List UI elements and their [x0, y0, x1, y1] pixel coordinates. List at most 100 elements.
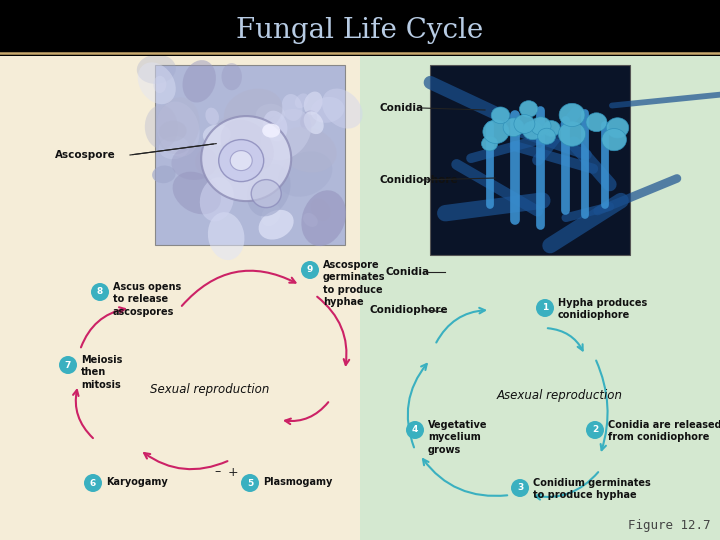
- Ellipse shape: [279, 127, 337, 173]
- Ellipse shape: [138, 62, 176, 104]
- Ellipse shape: [303, 213, 318, 227]
- Circle shape: [406, 421, 424, 439]
- Text: 1: 1: [542, 303, 548, 313]
- Ellipse shape: [200, 177, 234, 221]
- Ellipse shape: [310, 97, 344, 123]
- Text: Plasmogamy: Plasmogamy: [263, 477, 333, 487]
- Ellipse shape: [531, 117, 551, 135]
- Ellipse shape: [586, 113, 607, 132]
- Circle shape: [241, 474, 259, 492]
- Ellipse shape: [203, 124, 230, 145]
- Ellipse shape: [304, 92, 323, 115]
- Ellipse shape: [153, 76, 166, 93]
- Text: Conidiophore: Conidiophore: [370, 305, 449, 315]
- Text: Sexual reproduction: Sexual reproduction: [150, 383, 270, 396]
- Ellipse shape: [322, 89, 363, 129]
- Text: 2: 2: [592, 426, 598, 435]
- Ellipse shape: [491, 107, 510, 124]
- Ellipse shape: [205, 107, 219, 125]
- Ellipse shape: [606, 118, 629, 138]
- Ellipse shape: [300, 110, 317, 129]
- Bar: [0, 56, 360, 540]
- Ellipse shape: [159, 121, 186, 141]
- Ellipse shape: [171, 145, 218, 180]
- Ellipse shape: [158, 136, 189, 159]
- Text: 5: 5: [247, 478, 253, 488]
- Text: –: –: [215, 465, 221, 478]
- Circle shape: [536, 299, 554, 317]
- Ellipse shape: [157, 102, 199, 157]
- Ellipse shape: [247, 164, 291, 217]
- Ellipse shape: [302, 190, 346, 246]
- Ellipse shape: [258, 210, 294, 240]
- Ellipse shape: [503, 118, 524, 137]
- Bar: [155, 65, 345, 245]
- Text: 6: 6: [90, 478, 96, 488]
- Ellipse shape: [222, 63, 242, 90]
- Ellipse shape: [282, 94, 302, 121]
- Text: Ascus opens
to release
ascospores: Ascus opens to release ascospores: [113, 282, 181, 317]
- Circle shape: [586, 421, 604, 439]
- Ellipse shape: [538, 128, 556, 144]
- Ellipse shape: [208, 212, 245, 260]
- Text: 8: 8: [97, 287, 103, 296]
- Text: Meiosis
then
mitosis: Meiosis then mitosis: [81, 355, 122, 390]
- Ellipse shape: [224, 89, 282, 135]
- Ellipse shape: [278, 151, 333, 197]
- Text: 4: 4: [412, 426, 418, 435]
- Ellipse shape: [261, 109, 311, 160]
- Text: Figure 12.7: Figure 12.7: [628, 519, 710, 532]
- Circle shape: [301, 261, 319, 279]
- Text: Fungal Life Cycle: Fungal Life Cycle: [236, 17, 484, 44]
- Text: 3: 3: [517, 483, 523, 492]
- Text: Conidium germinates
to produce hyphae: Conidium germinates to produce hyphae: [533, 478, 651, 501]
- Ellipse shape: [212, 114, 269, 158]
- Ellipse shape: [559, 122, 585, 146]
- Text: 9: 9: [307, 266, 313, 274]
- Bar: [0, 0, 720, 56]
- Ellipse shape: [230, 151, 252, 171]
- Ellipse shape: [219, 140, 264, 181]
- Ellipse shape: [559, 103, 585, 126]
- Ellipse shape: [262, 124, 280, 138]
- Ellipse shape: [265, 116, 282, 133]
- Ellipse shape: [220, 119, 274, 172]
- Text: Vegetative
mycelium
grows: Vegetative mycelium grows: [428, 420, 487, 455]
- Circle shape: [91, 283, 109, 301]
- Ellipse shape: [251, 180, 282, 207]
- Ellipse shape: [294, 93, 309, 108]
- Circle shape: [511, 479, 529, 497]
- Ellipse shape: [137, 55, 176, 84]
- Text: Conidia: Conidia: [385, 267, 429, 277]
- Ellipse shape: [602, 129, 626, 151]
- Ellipse shape: [145, 105, 178, 149]
- Ellipse shape: [482, 137, 498, 151]
- Text: Ascospore: Ascospore: [55, 150, 116, 160]
- Bar: [430, 65, 630, 255]
- Ellipse shape: [195, 143, 233, 175]
- Ellipse shape: [543, 120, 560, 137]
- Text: Hypha produces
conidiophore: Hypha produces conidiophore: [558, 298, 647, 320]
- Ellipse shape: [520, 100, 538, 117]
- Text: Conidia: Conidia: [380, 103, 424, 113]
- Ellipse shape: [152, 165, 176, 183]
- Ellipse shape: [523, 121, 543, 140]
- Text: Ascospore
germinates
to produce
hyphae: Ascospore germinates to produce hyphae: [323, 260, 385, 307]
- Text: Asexual reproduction: Asexual reproduction: [497, 388, 623, 402]
- Ellipse shape: [201, 116, 291, 201]
- Ellipse shape: [173, 172, 221, 214]
- Ellipse shape: [263, 111, 287, 141]
- Bar: [360, 56, 720, 540]
- Ellipse shape: [514, 114, 535, 133]
- Ellipse shape: [310, 198, 330, 221]
- Ellipse shape: [182, 60, 216, 103]
- Circle shape: [59, 356, 77, 374]
- Ellipse shape: [256, 104, 285, 126]
- Ellipse shape: [304, 111, 324, 134]
- Circle shape: [84, 474, 102, 492]
- Ellipse shape: [156, 97, 199, 154]
- Text: 7: 7: [65, 361, 71, 369]
- Text: Karyogamy: Karyogamy: [106, 477, 168, 487]
- Text: Conidiophore: Conidiophore: [380, 175, 459, 185]
- Text: Conidia are released
from conidiophore: Conidia are released from conidiophore: [608, 420, 720, 442]
